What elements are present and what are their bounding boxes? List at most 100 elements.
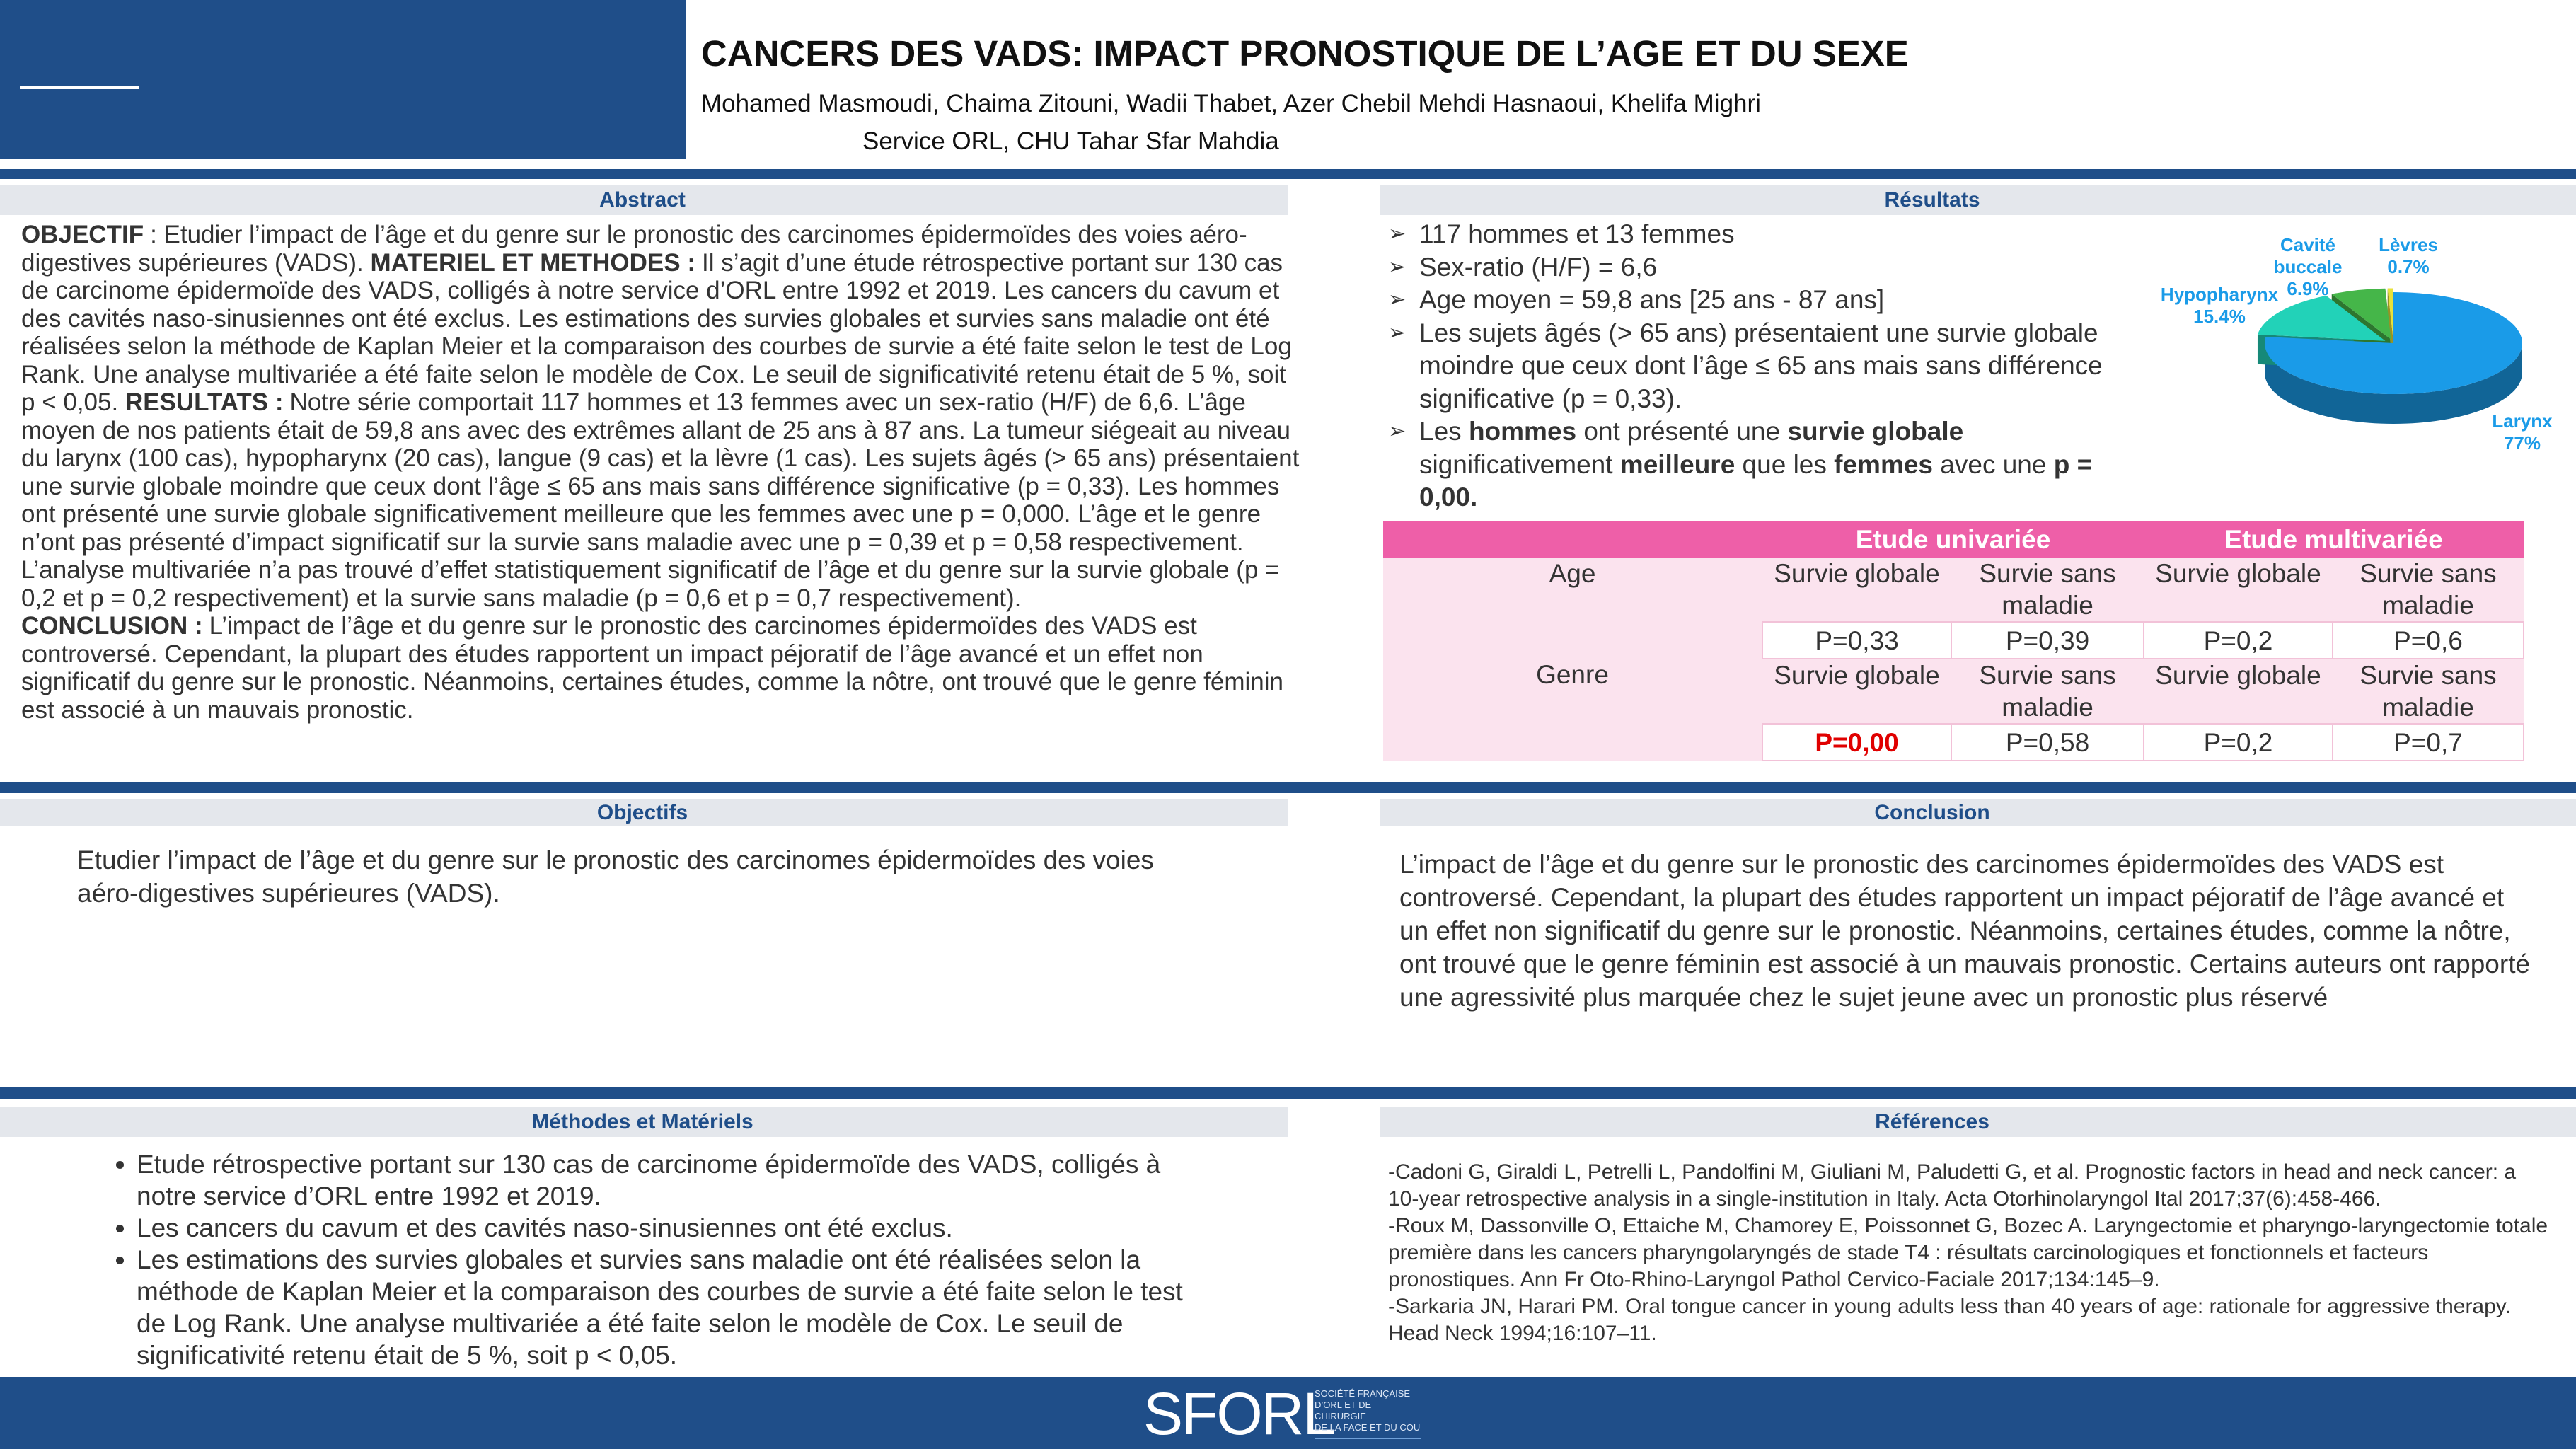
conclusion-text: L’impact de l’âge et du genre sur le pro… — [1399, 850, 2531, 1012]
value-label: 77% — [2504, 432, 2541, 454]
value-label: 0.7% — [2387, 256, 2429, 277]
abstract-body: OBJECTIF: Etudier l’impact de l’âge et d… — [21, 221, 1302, 724]
run: Age moyen = 59,8 ans [25 ans - 87 ans] — [1419, 285, 1885, 314]
caption-line: D’ORL ET DE CHIRURGIE — [1315, 1399, 1372, 1421]
header-cell: Etude univariée — [1762, 521, 2144, 558]
row: P=0,33 P=0,39 P=0,2 P=0,6 — [1383, 621, 2524, 659]
row: Age Survie globale Survie sans maladie Surv… — [1383, 558, 2524, 659]
caption-line: SOCIÉTÉ FRANÇAISE — [1315, 1388, 1411, 1399]
section-header: Références — [1380, 1107, 2576, 1137]
section-header: Objectifs — [0, 799, 1288, 826]
section-header: Résultats — [1380, 185, 2576, 215]
run-text: : Etudier l’impact de l’âge et du genre … — [21, 221, 1247, 277]
measure-cell: Survie globale — [2144, 558, 2333, 622]
value-cell: P=0,33 — [1762, 621, 1952, 659]
objectives-text: Etudier l’impact de l’âge et du genre su… — [77, 845, 1154, 908]
run-heading: OBJECTIF — [21, 221, 144, 248]
section-header: Abstract — [0, 185, 1288, 215]
measure-cell: Survie sans maladie — [1951, 558, 2144, 622]
run: ont présenté une — [1576, 417, 1788, 446]
bullet: Age moyen = 59,8 ans [25 ans - 87 ans] — [1388, 284, 2145, 317]
slice-side — [2265, 343, 2522, 424]
bullet: Les estimations des survies globales et … — [137, 1244, 1205, 1371]
run-heading: RESULTATS : — [125, 388, 284, 416]
caption-line: DE LA FACE ET DU COU — [1315, 1422, 1421, 1433]
bullet: Etude rétrospective portant sur 130 cas … — [137, 1148, 1205, 1212]
bullet: Les sujets âgés (> 65 ans) présentaient … — [1388, 317, 2145, 416]
logo: SFORL — [1143, 1380, 1336, 1447]
value-cell: P=0,58 — [1951, 723, 2144, 761]
results-list: 117 hommes et 13 femmes Sex-ratio (H/F) =… — [1388, 218, 2145, 514]
value-label: 6.9% — [2287, 278, 2328, 299]
run: p = 0,00. — [1419, 449, 2100, 512]
header-cell: Etude multivariée — [2144, 521, 2524, 558]
section-header: Méthodes et Matériels — [0, 1107, 1288, 1137]
header-box — [0, 0, 686, 159]
run: significativement — [1419, 417, 1971, 479]
reference: -Roux M, Dassonville O, Ettaiche M, Cham… — [1388, 1214, 2548, 1291]
slice — [2331, 288, 2391, 340]
run: 117 hommes et 13 femmes — [1419, 219, 1735, 248]
row: Genre Survie globale Survie sans maladie Su… — [1383, 659, 2524, 761]
slice-label: Hypopharynx — [2161, 284, 2279, 305]
run: hommes — [1468, 417, 1577, 446]
methods-body: Etude rétrospective portant sur 130 cas … — [73, 1148, 1205, 1371]
section-title: Objectifs — [596, 801, 688, 824]
bullet: 117 hommes et 13 femmes — [1388, 218, 2145, 251]
bullet: Sex-ratio (H/F) = 6,6 — [1388, 251, 2145, 284]
value-cell: P=0,2 — [2143, 621, 2333, 659]
header-rule — [20, 86, 139, 89]
reference: -Sarkaria JN, Harari PM. Oral tongue can… — [1388, 1295, 2511, 1345]
row: P=0,00 P=0,58 P=0,2 P=0,7 — [1383, 723, 2524, 761]
value-cell: P=0,7 — [2332, 723, 2524, 761]
run-text: Il s’agit d’une étude rétrospective port… — [21, 248, 1292, 417]
slice — [2387, 288, 2393, 340]
slice — [2257, 295, 2386, 341]
section-title: Résultats — [1884, 188, 1980, 212]
measure-cell: Survie globale — [1762, 659, 1951, 724]
run: Les — [1419, 417, 1469, 446]
divider — [0, 782, 2576, 793]
run-text: L’impact de l’âge et du genre sur le pro… — [21, 612, 1284, 724]
logo-caption: SOCIÉTÉ FRANÇAISE D’ORL ET DE CHIRURGIE DE… — [1315, 1388, 1421, 1439]
run: femmes — [1834, 449, 1934, 479]
footer — [0, 1377, 2576, 1449]
run: Sex-ratio (H/F) = 6,6 — [1419, 252, 1658, 282]
section-header: Conclusion — [1380, 799, 2576, 826]
affiliation: Service ORL, CHU Tahar Sfar Mahdia — [862, 127, 1279, 155]
divider — [0, 1087, 2576, 1099]
run: meilleure — [1619, 449, 1735, 479]
run: avec une — [1933, 449, 2054, 479]
run: Les sujets âgés (> 65 ans) présentaient … — [1419, 318, 2110, 413]
authors: Mohamed Masmoudi, Chaima Zitouni, Wadii … — [701, 90, 1761, 117]
value-cell: P=0,00 — [1762, 723, 1952, 761]
title: CANCERS DES VADS: IMPACT PRONOSTIQUE DE … — [701, 33, 1909, 74]
slice-label: Lèvres — [2379, 234, 2438, 255]
measure-cell: Survie sans maladie — [2333, 558, 2524, 622]
section-title: Conclusion — [1874, 801, 1990, 824]
header-cell — [1383, 521, 1762, 558]
row-label: Age — [1383, 558, 1762, 659]
label-line: Cavité — [2280, 234, 2335, 255]
header-row: Etude univariée Etude multivariée — [1383, 521, 2524, 558]
value-label: 15.4% — [2193, 306, 2246, 327]
section-title: Références — [1875, 1109, 1989, 1133]
slice — [2265, 292, 2522, 394]
slice-label: Cavité buccale — [2274, 234, 2343, 277]
references-body: -Cadoni G, Giraldi L, Petrelli L, Pandol… — [1388, 1159, 2548, 1347]
paragraph: CONCLUSION : L’impact de l’âge et du genr… — [21, 612, 1302, 724]
paragraph: OBJECTIF: Etudier l’impact de l’âge et d… — [21, 221, 1302, 612]
value-cell: P=0,2 — [2143, 723, 2333, 761]
slice-label: Larynx — [2492, 410, 2553, 432]
run: survie globale — [1787, 417, 1964, 446]
list: 117 hommes et 13 femmes Sex-ratio (H/F) =… — [1388, 218, 2145, 514]
row-label: Genre — [1383, 659, 1762, 761]
bullet: Les cancers du cavum et des cavités naso… — [137, 1212, 1205, 1244]
value-cell: P=0,39 — [1951, 621, 2144, 659]
list: Etude rétrospective portant sur 130 cas … — [73, 1148, 1205, 1371]
run-heading: MATERIEL ET METHODES : — [370, 248, 695, 277]
divider — [0, 169, 2576, 179]
value-cell: P=0,6 — [2332, 621, 2524, 659]
section-title: Abstract — [599, 188, 686, 212]
